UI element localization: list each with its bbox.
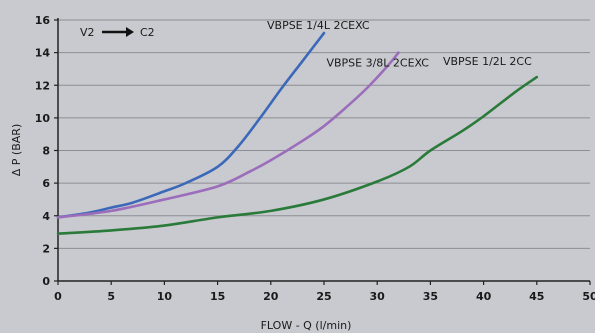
x-tick-label: 5 bbox=[107, 290, 115, 303]
series-label: VBPSE 3/8L 2CEXC bbox=[326, 57, 429, 70]
flow-direction-annotation: V2 C2 bbox=[80, 26, 155, 39]
y-axis-label: Δ P (BAR) bbox=[10, 124, 23, 176]
x-tick-label: 40 bbox=[476, 290, 492, 303]
series-line bbox=[56, 75, 539, 235]
y-tick-label: 0 bbox=[42, 275, 50, 288]
y-tick-label: 2 bbox=[42, 242, 50, 255]
x-tick-label: 10 bbox=[157, 290, 173, 303]
y-tick-label: 12 bbox=[35, 79, 50, 92]
x-tick-label: 20 bbox=[263, 290, 279, 303]
y-tick-label: 8 bbox=[42, 145, 50, 158]
series-line bbox=[56, 51, 400, 219]
y-tick-label: 16 bbox=[35, 14, 51, 27]
annotation-from: V2 bbox=[80, 26, 95, 39]
series-label: VBPSE 1/4L 2CEXC bbox=[267, 19, 370, 32]
grid-lines bbox=[58, 19, 590, 282]
series-label: VBPSE 1/2L 2CC bbox=[443, 55, 532, 68]
y-tick-label: 6 bbox=[42, 177, 50, 190]
x-tick-label: 15 bbox=[210, 290, 225, 303]
right-arrow-icon bbox=[102, 27, 134, 37]
x-tick-label: 25 bbox=[316, 290, 331, 303]
series-lines bbox=[56, 31, 539, 235]
x-tick-label: 0 bbox=[54, 290, 62, 303]
series-labels: VBPSE 1/4L 2CEXC VBPSE 3/8L 2CEXC VBPSE 1/… bbox=[267, 19, 532, 70]
x-axis-label: FLOW - Q (l/min) bbox=[261, 319, 352, 332]
y-tick-label: 10 bbox=[35, 112, 51, 125]
series-line bbox=[56, 31, 326, 219]
x-tick-label: 45 bbox=[529, 290, 544, 303]
x-tick-label: 50 bbox=[582, 290, 595, 303]
annotation-to: C2 bbox=[140, 26, 155, 39]
y-tick-label: 14 bbox=[35, 47, 51, 60]
y-tick-label: 4 bbox=[42, 210, 50, 223]
axes: 0 2 4 6 8 10 12 14 16 0 5 10 15 20 25 30 35 40 45 50 bbox=[35, 14, 595, 303]
x-tick-label: 35 bbox=[423, 290, 438, 303]
x-tick-label: 30 bbox=[370, 290, 386, 303]
